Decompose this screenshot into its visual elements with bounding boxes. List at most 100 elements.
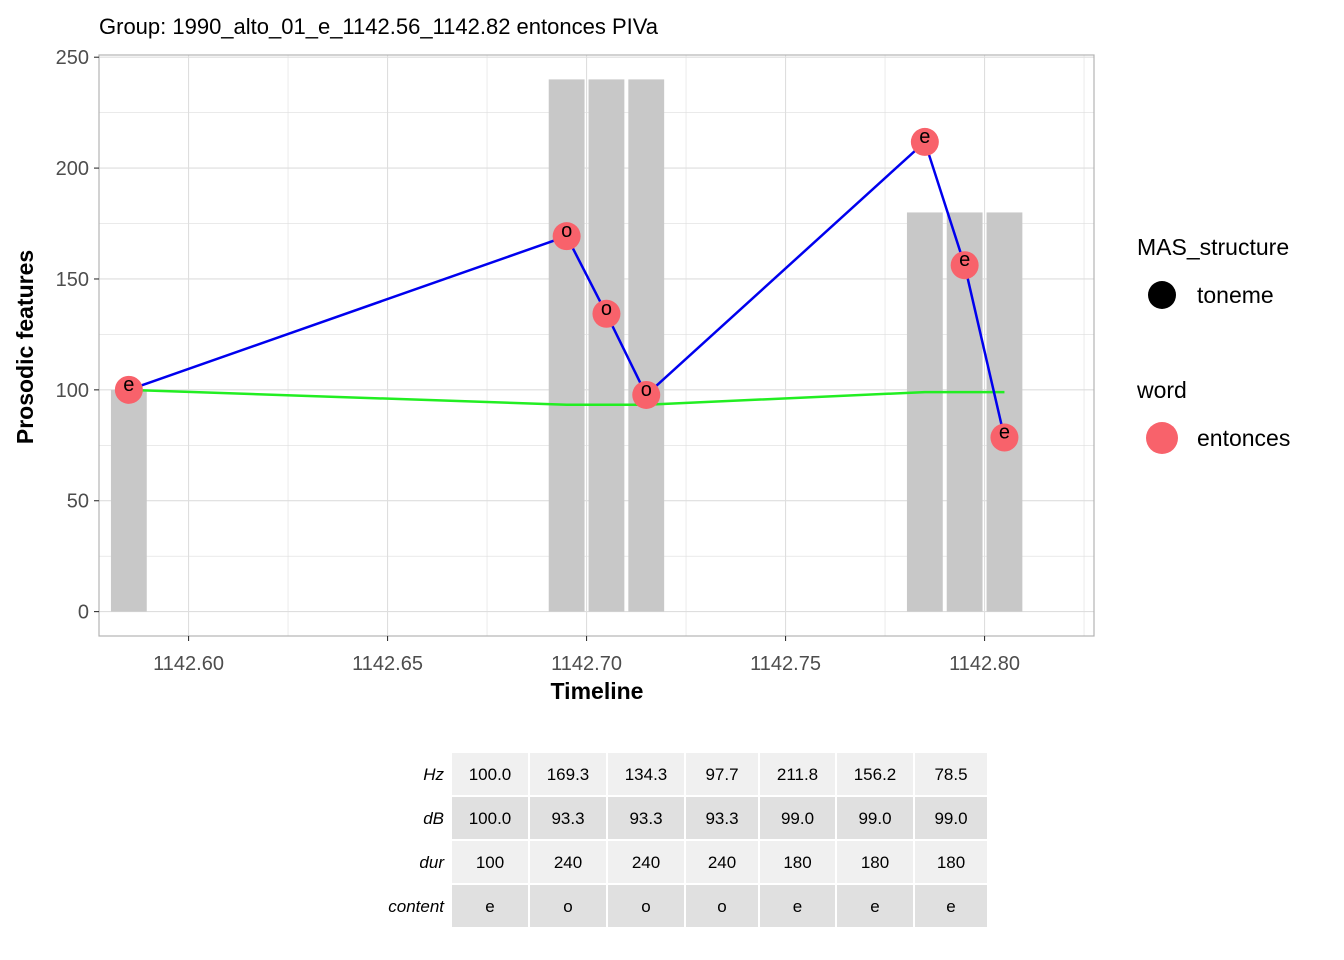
table-cell-value: 99.0: [781, 809, 814, 828]
table-cell: [530, 797, 606, 839]
point-label: e: [959, 249, 970, 271]
table-cell: [452, 885, 528, 927]
table-cell-value: 211.8: [777, 765, 818, 784]
table-cell-value: 97.7: [705, 765, 738, 784]
table-cell: [608, 753, 684, 795]
data-point: [552, 222, 581, 251]
data-point: [592, 299, 621, 328]
table-cell: [452, 797, 528, 839]
table-cell-value: 100: [476, 853, 504, 872]
x-axis: 1142.60 1142.65 1142.70 1142.75 1142.80: [153, 636, 1020, 675]
table-cell-value: o: [717, 897, 726, 916]
point-label: o: [641, 379, 652, 401]
legend-swatch: [1148, 281, 1176, 309]
table-cell-value: 240: [554, 853, 582, 872]
legend-swatch: [1146, 422, 1178, 454]
table-cell: [608, 841, 684, 883]
panel-border: [98, 54, 1095, 637]
data-point: [990, 423, 1019, 452]
table-cell: [608, 885, 684, 927]
table-cell: [915, 841, 987, 883]
table-cell-value: 99.0: [858, 809, 891, 828]
table-cell: [915, 797, 987, 839]
legend-label: entonces: [1197, 425, 1290, 451]
table-cell-value: e: [946, 897, 955, 916]
data-point: [910, 127, 939, 156]
y-axis: 0 50 100 150 200 250: [56, 47, 99, 624]
table-cell: [452, 753, 528, 795]
bar: [628, 79, 665, 612]
data-point: [114, 375, 143, 404]
point-label: e: [123, 374, 134, 396]
x-tick-label: 1142.70: [551, 653, 622, 675]
table-cell-value: 156.2: [854, 765, 897, 784]
hz-series-line: [645, 139, 1006, 438]
chart-title: Group: 1990_alto_01_e_1142.56_1142.82 en…: [99, 14, 659, 39]
table-row-label: content: [388, 897, 445, 916]
y-tick-label: 0: [78, 602, 89, 624]
table-cell-value: 99.0: [934, 809, 967, 828]
x-axis-title: Timeline: [551, 678, 644, 704]
table-cell-value: 93.3: [551, 809, 584, 828]
table-cell-value: 180: [937, 853, 965, 872]
table-cell: [837, 841, 913, 883]
legend-title: word: [1136, 377, 1187, 403]
table-cell-value: 78.5: [934, 765, 967, 784]
table-cell: [530, 841, 606, 883]
table-cell: [686, 841, 758, 883]
y-axis-title: Prosodic features: [12, 250, 38, 444]
table-cell: [915, 753, 987, 795]
point-label: o: [561, 220, 572, 242]
table-cell: [837, 885, 913, 927]
table-cell-value: e: [485, 897, 494, 916]
bars: [110, 79, 1023, 612]
point-label: e: [999, 422, 1010, 444]
table-cell-value: e: [870, 897, 879, 916]
table-cell-value: 100.0: [469, 809, 512, 828]
table-cell-value: 240: [708, 853, 736, 872]
table-cell: [530, 753, 606, 795]
point-label: e: [919, 126, 930, 148]
table-row-label: dur: [419, 853, 445, 872]
table-cell-value: 169.3: [547, 765, 590, 784]
table-row-label: Hz: [423, 765, 444, 784]
data-table: Hz 100.0 169.3 134.3 97.7 211.8 156.2 78.5 dB 100…: [388, 753, 987, 927]
bar: [548, 79, 585, 612]
table-cell-value: 240: [632, 853, 660, 872]
bar: [588, 79, 625, 612]
table-cell: [452, 841, 528, 883]
table-cell: [608, 797, 684, 839]
bar: [986, 212, 1023, 612]
table-cell-value: 180: [861, 853, 889, 872]
legend-title: MAS_structure: [1137, 234, 1289, 260]
table-cell-value: 134.3: [625, 765, 668, 784]
table-cell-value: 93.3: [629, 809, 662, 828]
bar: [906, 212, 943, 612]
table-cell: [760, 841, 835, 883]
table-cell: [760, 797, 835, 839]
hz-series-line: [128, 234, 648, 396]
point-label: o: [601, 298, 612, 320]
table-row-label: dB: [423, 809, 444, 828]
data-point: [950, 251, 979, 280]
x-tick-label: 1142.65: [352, 653, 423, 675]
table-cell: [686, 753, 758, 795]
points: e o o o e e e: [114, 126, 1019, 452]
x-tick-label: 1142.60: [153, 653, 224, 675]
table-cell-value: o: [641, 897, 650, 916]
table-cell-value: 100.0: [469, 765, 512, 784]
table-cell: [837, 797, 913, 839]
x-tick-label: 1142.80: [949, 653, 1020, 675]
table-cell-value: 180: [783, 853, 811, 872]
y-tick-label: 150: [56, 269, 89, 291]
y-tick-label: 100: [56, 380, 89, 402]
table-cell: [837, 753, 913, 795]
table-cell-value: 93.3: [705, 809, 738, 828]
table-cell-value: e: [793, 897, 802, 916]
table-cell: [530, 885, 606, 927]
y-tick-label: 50: [67, 491, 89, 513]
data-point: [632, 380, 661, 409]
bar: [110, 389, 147, 612]
